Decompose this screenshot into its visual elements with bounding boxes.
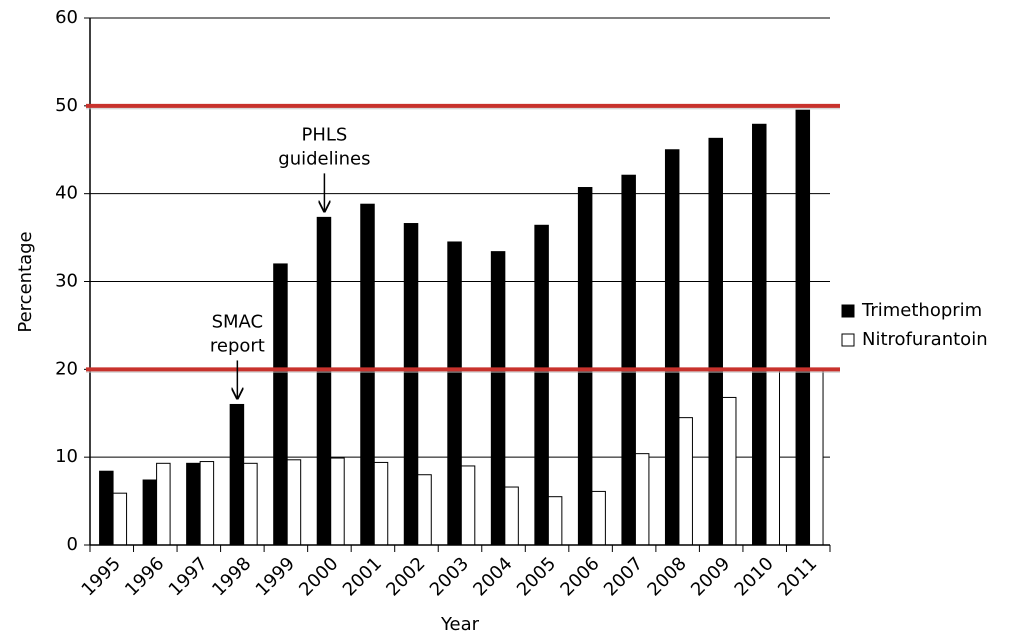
bar [634,453,650,546]
bar [577,187,593,546]
x-tick-label: 2009 [687,553,734,600]
x-tick-label: 2006 [556,553,603,600]
bar [721,396,737,546]
bar [417,474,432,546]
bar [330,457,345,546]
bar [460,465,476,546]
x-axis-label: Year [440,614,480,635]
x-tick-label: 2010 [731,553,778,600]
annotation-text: report [210,335,265,356]
bar [809,367,824,546]
bar [678,417,693,546]
y-tick-label: 50 [55,95,78,116]
x-tick-label: 1996 [121,553,168,600]
x-tick-label: 2011 [774,553,821,600]
bar [142,479,158,546]
bar [373,461,389,546]
legend-swatch [841,333,855,347]
y-tick-label: 20 [55,358,78,379]
bar [752,123,767,546]
legend-label: Nitrofurantoin [862,329,988,350]
y-tick-label: 40 [55,183,78,204]
bar [156,462,171,546]
bar [186,462,201,546]
annotation-text: PHLS [301,124,347,145]
bar [99,470,114,546]
x-tick-label: 2004 [469,553,516,600]
x-tick-label: 2007 [600,553,647,600]
bar [591,490,606,546]
y-axis-label: Percentage [15,231,36,332]
bar [360,203,375,546]
bar [490,251,506,546]
y-tick-label: 10 [55,446,78,467]
x-tick-label: 2002 [382,553,429,600]
bar [504,486,519,546]
x-tick-label: 1995 [78,553,125,600]
bar [199,461,215,546]
bar [621,174,636,546]
annotation-text: guidelines [278,148,370,169]
bar [229,403,245,546]
x-tick-label: 2003 [426,553,473,600]
y-tick-label: 30 [55,271,78,292]
x-tick-label: 2000 [295,553,342,600]
bar [664,149,680,546]
bar [316,216,332,546]
x-tick-label: 2001 [339,553,386,600]
bar [403,223,419,546]
bar [112,492,128,546]
x-tick-label: 2005 [513,553,560,600]
x-tick-label: 1998 [208,553,255,600]
bar [243,462,258,546]
x-tick-label: 1997 [165,553,212,600]
bar [447,241,462,546]
bar [795,109,811,546]
bar [286,459,302,546]
bar [765,369,781,546]
bar [547,496,563,546]
x-tick-label: 2008 [643,553,690,600]
legend-label: Trimethoprim [861,300,982,321]
legend-swatch [841,304,855,318]
bar [273,263,288,546]
annotation-text: SMAC [212,311,264,332]
y-tick-label: 60 [55,7,78,28]
bar [534,224,549,546]
y-tick-label: 0 [67,534,78,555]
x-tick-label: 1999 [252,553,299,600]
bar [708,137,723,546]
